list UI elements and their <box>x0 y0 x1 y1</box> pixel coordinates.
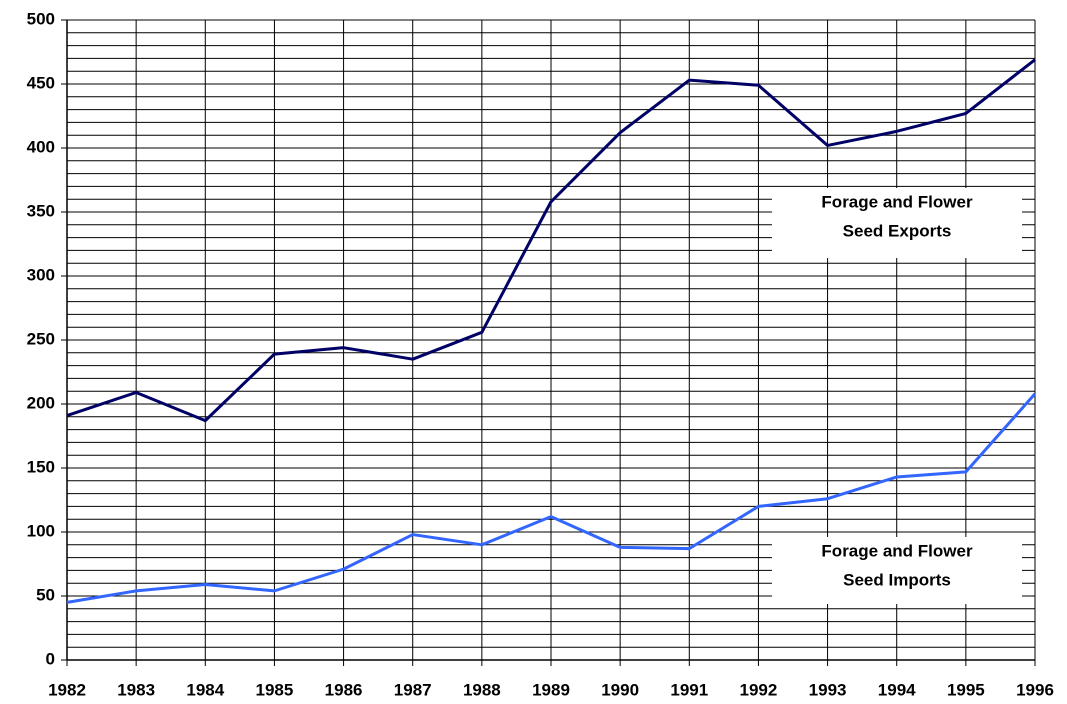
x-tick-label: 1988 <box>463 680 501 699</box>
series-line <box>66 58 1036 423</box>
y-tick-label: 400 <box>27 137 55 156</box>
annotation-box <box>772 537 1022 604</box>
y-tick-label: 450 <box>27 73 55 92</box>
y-tick-label: 250 <box>27 329 55 348</box>
series-line <box>66 392 1037 604</box>
y-tick-label: 100 <box>27 521 55 540</box>
x-tick-label: 1995 <box>947 680 985 699</box>
x-tick-label: 1986 <box>325 680 363 699</box>
annotation: Forage and Flower <box>821 192 973 211</box>
x-tick-label: 1982 <box>48 680 86 699</box>
y-tick-label: 500 <box>27 9 55 28</box>
x-tick-label: 1985 <box>256 680 294 699</box>
x-tick-label: 1991 <box>670 680 708 699</box>
x-tick-label: 1994 <box>878 680 916 699</box>
x-tick-label: 1989 <box>532 680 570 699</box>
x-tick-label: 1990 <box>601 680 639 699</box>
x-tick-label: 1983 <box>117 680 155 699</box>
annotation: Seed Exports <box>843 221 952 240</box>
x-tick-label: 1996 <box>1016 680 1054 699</box>
y-tick-label: 300 <box>27 265 55 284</box>
x-tick-label: 1984 <box>186 680 224 699</box>
y-tick-label: 0 <box>46 649 55 668</box>
annotation: Seed Imports <box>843 570 951 589</box>
x-tick-label: 1993 <box>809 680 847 699</box>
y-tick-label: 150 <box>27 457 55 476</box>
y-tick-label: 200 <box>27 393 55 412</box>
y-tick-label: 350 <box>27 201 55 220</box>
y-tick-label: 50 <box>36 585 55 604</box>
annotation-box <box>772 188 1022 258</box>
x-tick-label: 1992 <box>740 680 778 699</box>
annotation: Forage and Flower <box>821 541 973 560</box>
x-tick-label: 1987 <box>394 680 432 699</box>
